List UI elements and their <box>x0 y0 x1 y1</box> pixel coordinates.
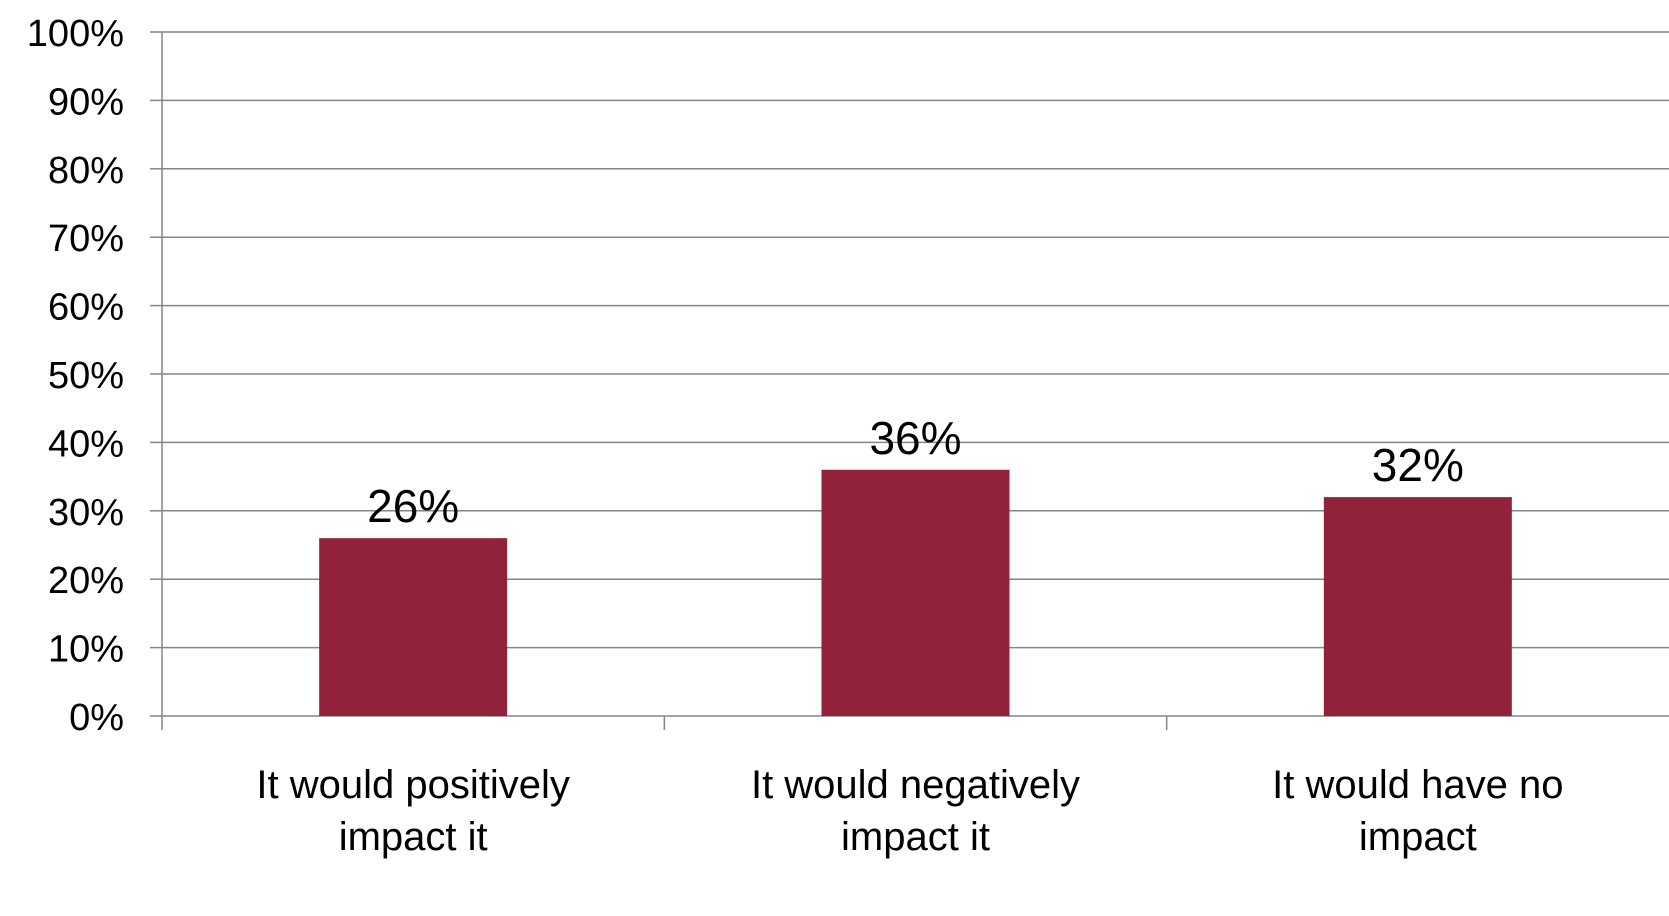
data-label: 36% <box>869 412 961 464</box>
y-tick-label: 70% <box>48 218 124 260</box>
labels: 0% 10% 20% 30% 40% 50% 60% 70% 80% 90% 100% 26% It w… <box>27 13 1564 859</box>
x-category-label: It would negatively <box>751 763 1080 807</box>
x-category-label: impact it <box>339 815 488 859</box>
y-tick-label: 10% <box>48 629 124 671</box>
y-tick-label: 100% <box>27 13 124 55</box>
y-tick-label: 90% <box>48 81 124 123</box>
y-tick-label: 40% <box>48 423 124 465</box>
y-tick-label: 0% <box>69 697 124 739</box>
y-tick-label: 30% <box>48 492 124 534</box>
x-category-label: impact it <box>841 815 990 859</box>
y-tick-label: 80% <box>48 150 124 192</box>
bars <box>319 469 1512 716</box>
data-label: 26% <box>367 480 459 532</box>
y-tick-label: 20% <box>48 560 124 602</box>
y-tick-label: 50% <box>48 355 124 397</box>
bar <box>821 469 1010 716</box>
bar <box>319 538 508 716</box>
bar <box>1323 497 1512 716</box>
data-label: 32% <box>1372 439 1464 491</box>
x-category-label: It would positively <box>256 763 569 807</box>
y-tick-label: 60% <box>48 287 124 329</box>
x-category-label: impact <box>1359 815 1477 859</box>
x-category-label: It would have no <box>1272 763 1563 807</box>
